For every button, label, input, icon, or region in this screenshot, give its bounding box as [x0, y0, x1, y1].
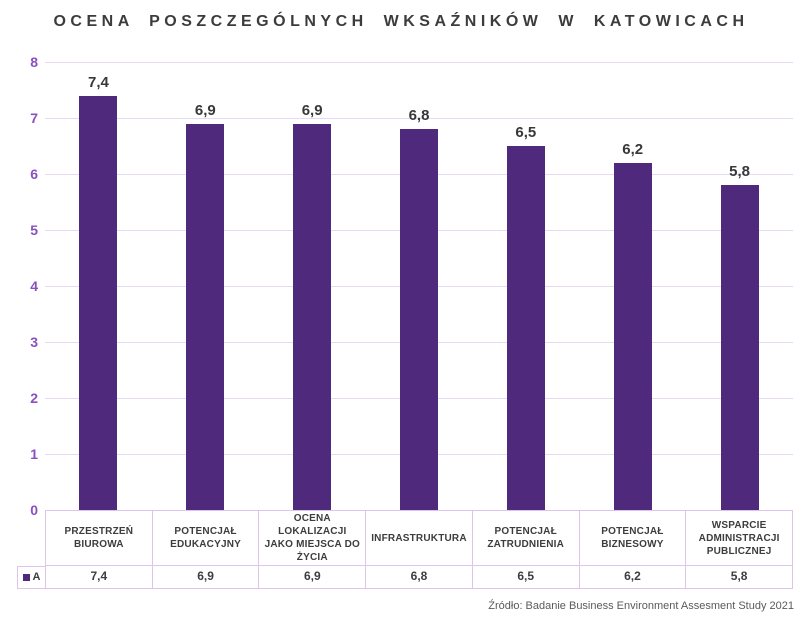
- y-axis-tick-label: 3: [30, 334, 38, 350]
- y-axis-tick-label: 0: [30, 502, 38, 518]
- gridline: [45, 118, 793, 119]
- bar-value-label: 6,2: [622, 140, 644, 158]
- bar-value-label: 6,9: [301, 101, 323, 119]
- bar-value-label: 5,8: [729, 163, 750, 181]
- y-axis-tick-label: 1: [30, 446, 38, 462]
- bar: [293, 123, 332, 510]
- plot-area: 0 1 2 3 4 5 6 7 8 7,4 6,9 6,9 6,8 6,5 6,2 5,8: [30, 54, 793, 518]
- y-axis-tick-label: 6: [30, 166, 38, 182]
- y-axis-tick-label: 4: [30, 278, 38, 294]
- y-axis-tick-label: 2: [30, 390, 38, 406]
- bar: [613, 162, 652, 510]
- source-note: Źródło: Badanie Business Environment Ass…: [488, 600, 794, 612]
- legend-swatch-icon: [22, 574, 30, 581]
- gridline: [45, 62, 793, 63]
- bar: [720, 185, 759, 510]
- category-header-cell: POTENCJAŁ EDUKACYJNY: [152, 511, 260, 566]
- chart-title: OCENA POSZCZEGÓLNYCH WKSAŹNIKÓW W KATOWI…: [53, 13, 749, 30]
- legend-cell: A: [17, 566, 46, 589]
- bar-value-label: 6,9: [194, 101, 216, 119]
- category-value-cell: 5,8: [686, 566, 793, 589]
- category-value-cell: 6,9: [259, 566, 367, 589]
- bar: [79, 95, 118, 510]
- legend-series-label: A: [32, 571, 41, 583]
- category-value-cell: 6,2: [579, 566, 687, 589]
- bar: [400, 129, 438, 510]
- category-table: PRZESTRZEŃ BIUROWA POTENCJAŁ EDUKACYJNY OC…: [45, 510, 793, 589]
- y-axis-tick-label: 7: [30, 110, 38, 126]
- category-header-cell: POTENCJAŁ BIZNESOWY: [579, 511, 687, 566]
- bar: [506, 146, 545, 510]
- category-value-cell: 6,9: [152, 566, 260, 589]
- bar-value-label: 7,4: [87, 73, 109, 91]
- bar-value-label: 6,5: [515, 124, 537, 141]
- category-header-cell: PRZESTRZEŃ BIUROWA: [46, 511, 153, 566]
- category-header-cell: OCENA LOKALIZACJI JAKO MIEJSCA DO ŻYCIA: [259, 511, 367, 566]
- y-axis-tick-label: 5: [30, 222, 38, 238]
- bar: [186, 123, 225, 510]
- bar-value-label: 6,8: [408, 107, 430, 125]
- category-value-cell: 6,5: [472, 566, 580, 589]
- category-value-cell: 6,8: [366, 566, 473, 589]
- y-axis-tick-label: 8: [30, 54, 38, 70]
- category-value-cell: 7,4: [46, 566, 153, 589]
- category-header-cell: POTENCJAŁ ZATRUDNIENIA: [472, 511, 580, 566]
- category-header-cell: WSPARCIE ADMINISTRACJI PUBLICZNEJ: [686, 511, 793, 566]
- category-header-cell: INFRASTRUKTURA: [366, 511, 473, 566]
